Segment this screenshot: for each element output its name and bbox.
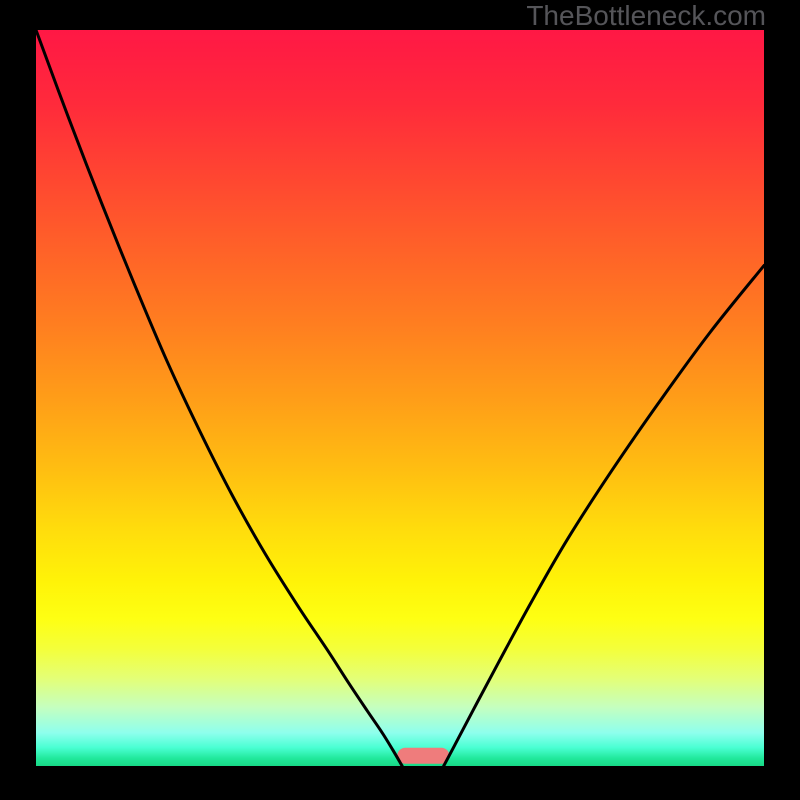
gradient-background — [36, 30, 764, 766]
chart-container: TheBottleneck.com — [0, 0, 800, 800]
watermark-text: TheBottleneck.com — [526, 0, 766, 32]
plot-svg — [36, 30, 764, 766]
plot-area — [36, 30, 764, 766]
optimal-marker — [397, 748, 449, 764]
